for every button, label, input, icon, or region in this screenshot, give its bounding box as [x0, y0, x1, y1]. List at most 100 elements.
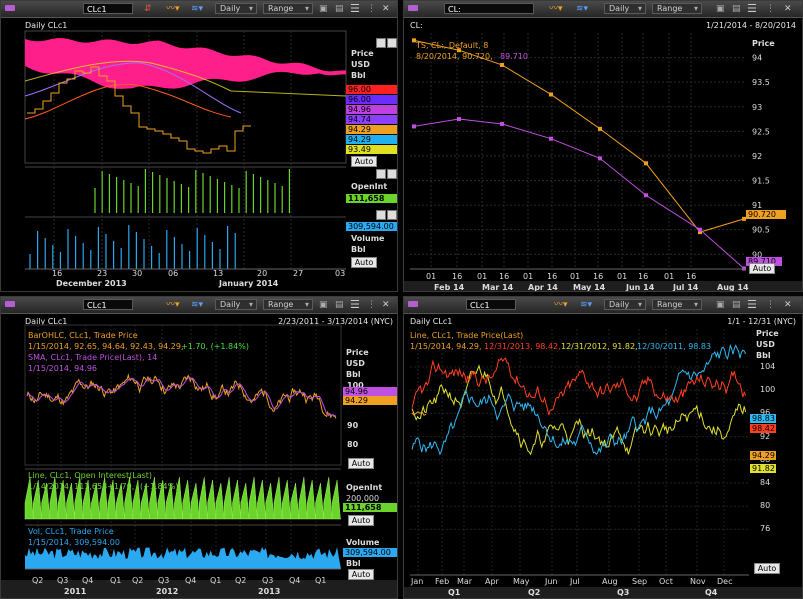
maximize-icon[interactable] — [376, 169, 386, 179]
settings-icon[interactable]: ▤ — [732, 300, 741, 310]
volume-label: Volume — [351, 234, 385, 243]
seasonal-chart[interactable] — [404, 297, 803, 599]
x-axis-month-jan: January 2014 — [219, 279, 279, 288]
y-tick: 92 — [760, 431, 771, 441]
x-axis-month-dec: December 2013 — [56, 279, 127, 288]
layout-icon[interactable]: ▣ — [319, 4, 328, 14]
more-icon[interactable]: ⋮ — [766, 4, 775, 14]
range-dropdown[interactable]: Range — [263, 3, 313, 14]
drag-handle-icon[interactable] — [408, 301, 418, 307]
legend-item-2014: 1/15/2014, 94.29, — [410, 342, 482, 351]
panel-title: Daily CLc1 — [25, 317, 68, 326]
auto-scale-button[interactable]: Auto — [749, 263, 775, 274]
more-icon[interactable]: ⋮ — [367, 4, 376, 14]
range-dropdown[interactable]: Range — [263, 299, 313, 310]
x-tick: Q4 — [185, 576, 197, 585]
auto-scale-button[interactable]: Auto — [348, 569, 374, 580]
openint-area — [24, 476, 341, 520]
drag-handle-icon[interactable] — [408, 5, 418, 11]
plot-area — [24, 324, 342, 466]
panel-title: CL: — [410, 21, 423, 30]
y-tick: 93 — [752, 103, 762, 112]
close-pane-icon[interactable] — [387, 210, 397, 220]
price-line — [26, 373, 337, 419]
interval-dropdown[interactable]: Daily — [215, 3, 257, 14]
x-tick: Jan — [411, 577, 424, 586]
series-line — [411, 357, 747, 416]
openint-value-tag: 111,658 — [343, 503, 397, 512]
y-tick: 96 — [760, 408, 771, 418]
close-icon[interactable]: ✕ — [784, 300, 792, 310]
auto-scale-button[interactable]: Auto — [351, 257, 377, 268]
studies-icon[interactable]: ≋▾ — [576, 4, 589, 14]
data-point — [698, 230, 702, 235]
axis-label-unit: Bbl — [346, 370, 361, 379]
auto-scale-button[interactable]: Auto — [348, 458, 374, 469]
x-tick: 13 — [213, 269, 224, 278]
x-tick: 16 — [499, 272, 510, 281]
close-icon[interactable]: ✕ — [382, 300, 390, 310]
openint-value-tag: 111,658 — [346, 194, 397, 203]
line-style-icon[interactable]: 〰▾ — [554, 300, 568, 310]
symbol-input[interactable]: CLc1 — [466, 299, 516, 310]
x-tick: Q4 — [289, 576, 301, 585]
range-dropdown[interactable]: Range — [652, 299, 702, 310]
menu-icon[interactable]: ☰ — [747, 298, 757, 311]
drag-handle-icon[interactable] — [5, 301, 15, 307]
studies-icon[interactable]: ≋▾ — [191, 4, 204, 14]
layout-icon[interactable]: ▣ — [716, 300, 725, 310]
range-dropdown[interactable]: Range — [652, 3, 702, 14]
line-style-icon[interactable]: 〰▾ — [166, 4, 180, 14]
settings-icon[interactable]: ▤ — [335, 4, 344, 14]
line-style-icon[interactable]: 〰▾ — [166, 300, 180, 310]
auto-scale-button[interactable]: Auto — [754, 563, 780, 574]
term-structure-chart[interactable]: 94 93.5 93 92.5 92 91.5 91 90.5 90 — [404, 1, 803, 292]
axis-label-currency: USD — [756, 340, 775, 349]
price-tag: 98.83 — [750, 414, 776, 423]
symbol-input[interactable]: CLc1 — [83, 3, 133, 14]
interval-dropdown[interactable]: Daily — [604, 3, 646, 14]
x-tick: Feb — [435, 577, 450, 586]
price-tag: 94.96 — [346, 105, 397, 114]
data-point — [742, 216, 746, 221]
maximize-icon[interactable] — [376, 210, 386, 220]
more-icon[interactable]: ⋮ — [367, 300, 376, 310]
layout-icon[interactable]: ▣ — [319, 300, 328, 310]
x-tick: 16 — [547, 272, 558, 281]
y-tick: 90 — [347, 421, 359, 430]
close-pane-icon[interactable] — [387, 38, 397, 48]
price-tag-purple: 89.710 — [746, 257, 782, 266]
maximize-icon[interactable] — [376, 38, 386, 48]
close-icon[interactable]: ✕ — [784, 4, 792, 14]
drag-handle-icon[interactable] — [5, 5, 15, 11]
series-line — [413, 118, 745, 269]
interval-dropdown[interactable]: Daily — [215, 299, 257, 310]
y-tick: 104 — [760, 362, 776, 371]
studies-icon[interactable]: ≋▾ — [580, 300, 593, 310]
settings-icon[interactable]: ▤ — [335, 300, 344, 310]
menu-icon[interactable]: ☰ — [747, 2, 757, 15]
price-value-tag: 94.29 — [343, 396, 397, 405]
close-icon[interactable]: ✕ — [382, 4, 390, 14]
x-axis-year-2011: 2011 — [64, 587, 87, 596]
auto-scale-button[interactable]: Auto — [348, 515, 374, 526]
chart-type-icon[interactable]: ⇵ — [144, 4, 152, 14]
auto-scale-button[interactable]: Auto — [351, 156, 377, 167]
price-tag: 94.29 — [750, 451, 776, 460]
studies-icon[interactable]: ≋▾ — [191, 300, 204, 310]
price-tag-orange: 90.720 — [746, 210, 786, 219]
price-chart[interactable] — [1, 1, 398, 292]
menu-icon[interactable]: ☰ — [350, 298, 360, 311]
interval-dropdown[interactable]: Daily — [604, 299, 646, 310]
close-pane-icon[interactable] — [387, 169, 397, 179]
settings-icon[interactable]: ▤ — [732, 4, 741, 14]
more-icon[interactable]: ⋮ — [766, 300, 775, 310]
menu-icon[interactable]: ☰ — [350, 2, 360, 15]
legend-openint-change: (+1.84%) — [140, 482, 179, 491]
symbol-input[interactable]: CLc1 — [83, 299, 133, 310]
price-chart[interactable] — [1, 297, 398, 599]
symbol-input[interactable]: CL: — [444, 3, 534, 14]
y-tick: 76 — [760, 524, 771, 534]
layout-icon[interactable]: ▣ — [716, 4, 725, 14]
line-style-icon[interactable]: 〰▾ — [549, 4, 563, 14]
